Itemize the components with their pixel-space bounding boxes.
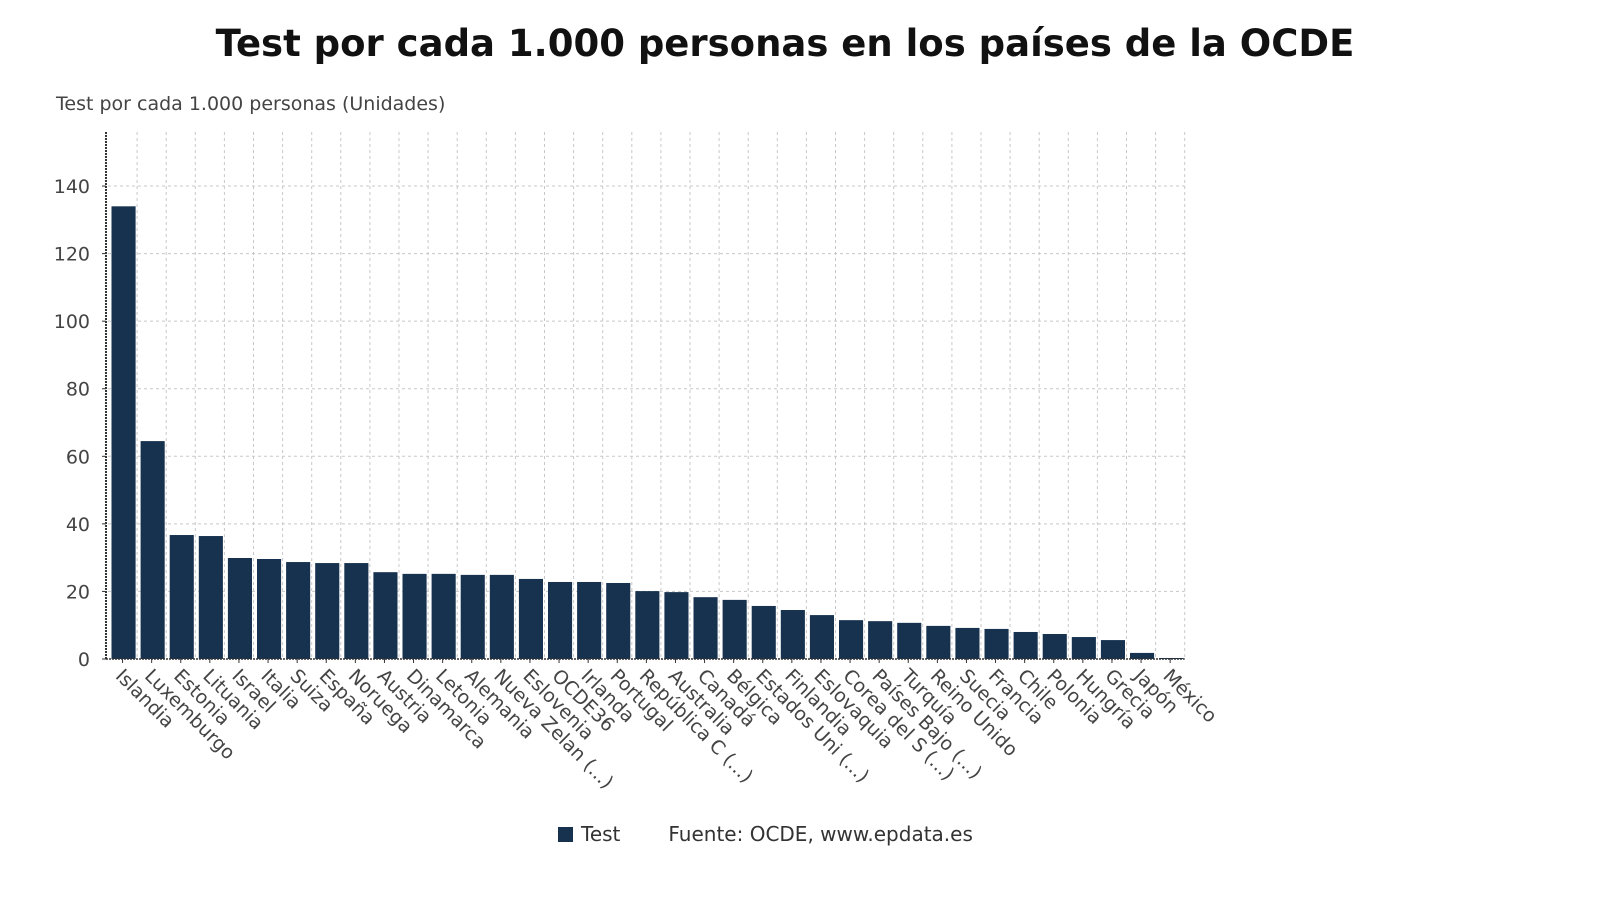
y-tick-label: 140 xyxy=(54,176,90,198)
y-axis-label: Test por cada 1.000 personas (Unidades) xyxy=(56,93,446,115)
y-tick-label: 100 xyxy=(54,311,90,333)
bar xyxy=(722,599,747,659)
y-tick-label: 40 xyxy=(66,514,90,536)
legend: Test Fuente: OCDE, www.epdata.es xyxy=(558,822,973,846)
bar xyxy=(460,574,485,659)
y-tick-label: 60 xyxy=(66,446,90,468)
bar xyxy=(344,563,369,659)
bar xyxy=(839,620,864,659)
legend-label: Test xyxy=(581,822,621,846)
bar xyxy=(751,605,776,659)
bar xyxy=(606,582,631,659)
bar xyxy=(809,615,834,659)
bar xyxy=(693,597,718,659)
bar xyxy=(548,581,573,659)
bar xyxy=(286,562,311,659)
bar xyxy=(1100,640,1125,659)
bar xyxy=(868,621,893,659)
bar xyxy=(227,557,252,659)
y-tick-label: 80 xyxy=(66,379,90,401)
bar xyxy=(257,559,282,659)
bar xyxy=(635,591,660,659)
source-text: Fuente: OCDE, www.epdata.es xyxy=(668,822,973,846)
bar xyxy=(198,536,223,659)
bar xyxy=(664,592,689,659)
y-tick-label: 120 xyxy=(54,244,90,266)
bar xyxy=(1042,634,1067,659)
bar xyxy=(926,625,951,659)
bar xyxy=(577,581,602,659)
bar xyxy=(955,627,980,659)
chart-title: Test por cada 1.000 personas en los país… xyxy=(215,22,1355,65)
bar xyxy=(111,206,136,660)
legend-swatch xyxy=(558,826,573,842)
y-tick-label: 0 xyxy=(78,649,90,671)
bar xyxy=(140,441,165,659)
bar xyxy=(402,573,427,659)
bar xyxy=(897,622,922,659)
bar xyxy=(780,610,805,659)
bar xyxy=(984,628,1009,659)
bar xyxy=(1013,631,1038,659)
bar xyxy=(518,578,543,659)
bar xyxy=(373,572,398,659)
bar xyxy=(1071,637,1096,659)
bar xyxy=(315,563,340,659)
bar xyxy=(1130,652,1155,659)
y-tick-label: 20 xyxy=(66,581,90,603)
bar xyxy=(431,573,456,659)
bar xyxy=(169,535,194,659)
bar xyxy=(489,574,514,659)
